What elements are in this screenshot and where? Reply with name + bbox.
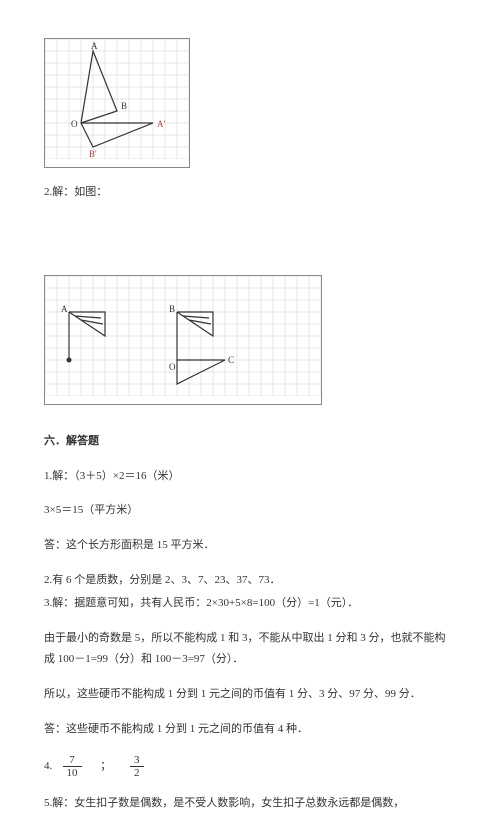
q4-frac1-den: 10 [63, 767, 82, 779]
q4-sep: ； [100, 760, 111, 772]
q4-prefix: 4. [44, 760, 52, 772]
q2-text: 2.有 6 个是质数，分别是 2、3、7、23、37、73． [44, 570, 456, 591]
q4-frac2-num: 3 [130, 754, 144, 767]
q1-line1: 1.解：（3＋5）×2＝16（米） [44, 466, 456, 487]
q4-frac1-num: 7 [63, 754, 82, 767]
q3-c: 所以，这些硬币不能构成 1 分到 1 元之间的币值有 1 分、3 分、97 分、… [44, 684, 456, 705]
q4-frac2: 3 2 [130, 754, 144, 779]
q4-line: 4. 7 10 ； 3 2 [44, 754, 456, 779]
svg-text:B': B' [89, 149, 97, 159]
q4-frac2-den: 2 [130, 767, 144, 779]
svg-text:O: O [169, 362, 176, 372]
svg-text:A': A' [157, 119, 165, 129]
q4-frac1: 7 10 [63, 754, 82, 779]
svg-text:B: B [169, 304, 175, 314]
q1-answer: 答：这个长方形面积是 15 平方米． [44, 535, 456, 556]
q3-b: 由于最小的奇数是 5，所以不能构成 1 和 3，不能从中取出 1 分和 3 分，… [44, 628, 456, 670]
figure-2: A B O C [44, 275, 322, 405]
q1-line2: 3×5＝15（平方米） [44, 500, 456, 521]
caption-fig2: 2.解：如图： [44, 182, 456, 203]
figure-1: O A B A' B' [44, 38, 190, 168]
q3-a: 3.解：据题意可知，共有人民币：2×30+5×8=100（分）=1（元）． [44, 593, 456, 614]
q5-text: 5.解：女生扣子数是偶数，是不受人数影响，女生扣子总数永远都是偶数， [44, 793, 456, 814]
svg-text:O: O [71, 119, 78, 129]
svg-text:B: B [121, 101, 127, 111]
svg-text:A: A [61, 304, 68, 314]
figure-1-svg: O A B A' B' [45, 39, 189, 159]
svg-text:A: A [91, 41, 98, 51]
figure-2-svg: A B O C [45, 276, 321, 396]
q3-answer: 答：这些硬币不能构成 1 分到 1 元之间的币值有 4 种． [44, 719, 456, 740]
section-6-heading: 六．解答题 [44, 431, 456, 452]
svg-text:C: C [228, 355, 234, 365]
